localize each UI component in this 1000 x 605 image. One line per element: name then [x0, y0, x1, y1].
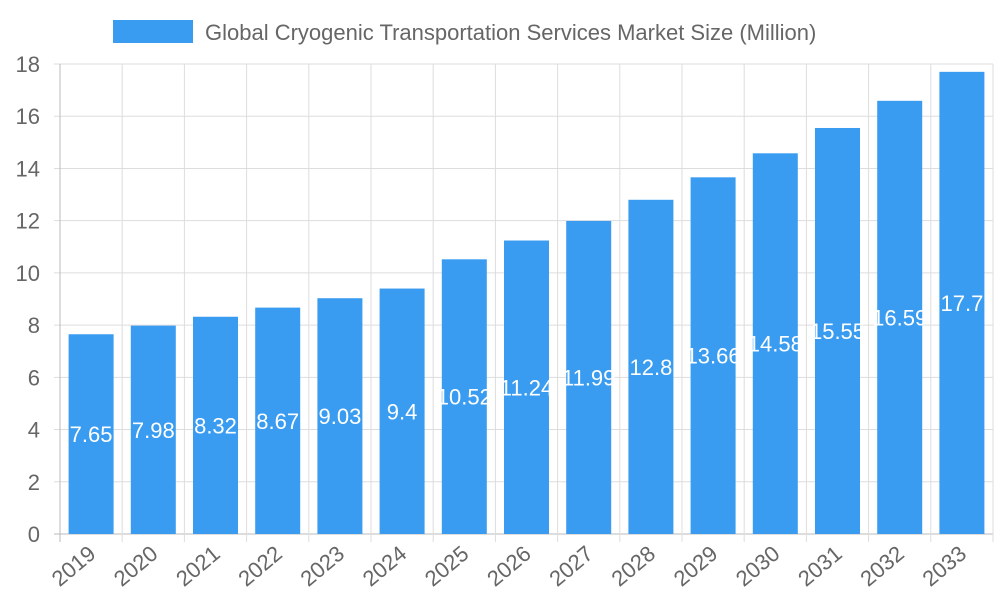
y-tick-label: 6	[28, 365, 40, 390]
bar-2027[interactable]	[566, 220, 612, 534]
data-label: 11.24	[500, 375, 553, 400]
bars	[68, 71, 985, 535]
bar-2021[interactable]	[193, 316, 238, 534]
x-tick-label: 2024	[358, 541, 412, 592]
data-label: 11.99	[562, 365, 615, 390]
y-tick-label: 12	[16, 209, 40, 234]
data-label: 8.32	[194, 413, 237, 438]
y-tick-label: 0	[28, 522, 40, 547]
bar-2029[interactable]	[690, 177, 736, 535]
data-labels: 7.65 7.98 8.32 8.67 9.03 9.4 10.52 11.24 11.99 12…	[70, 291, 984, 447]
y-tick-label: 18	[16, 52, 40, 77]
x-tick-label: 2027	[544, 541, 598, 592]
bar-2026[interactable]	[504, 240, 549, 534]
y-tick-label: 2	[28, 470, 40, 495]
data-label: 15.55	[810, 319, 865, 344]
x-tick-label: 2022	[233, 541, 287, 592]
bar-2025[interactable]	[441, 259, 487, 534]
data-label: 17.7	[940, 291, 983, 316]
bar-2031[interactable]	[815, 127, 860, 534]
x-tick-label: 2023	[296, 541, 350, 592]
data-label: 7.98	[132, 418, 175, 443]
bar-2033[interactable]	[939, 71, 985, 534]
data-label: 9.4	[387, 399, 418, 424]
y-axis: 0 2 4 6 8 10 12 14 16 18	[16, 52, 40, 547]
data-label: 12.8	[629, 355, 672, 380]
data-label: 8.67	[256, 409, 299, 434]
bar-2028[interactable]	[628, 199, 674, 534]
x-axis: 2019 2020 2021 2022 2023 2024 2025 2026 2027 2028…	[47, 541, 971, 592]
x-tick-label: 2021	[171, 541, 225, 592]
x-tick-label: 2032	[855, 541, 909, 592]
y-tick-label: 14	[16, 156, 40, 181]
y-tick-label: 16	[16, 104, 40, 129]
x-tick-label: 2020	[109, 541, 163, 592]
x-tick-label: 2025	[420, 541, 474, 592]
data-label: 10.52	[437, 385, 492, 410]
bar-2019[interactable]	[68, 334, 114, 534]
bar-2030[interactable]	[752, 153, 798, 535]
x-tick-label: 2033	[918, 541, 972, 592]
x-tick-label: 2026	[482, 541, 536, 592]
y-tick-label: 10	[16, 261, 40, 286]
grid	[54, 63, 994, 542]
legend[interactable]: Global Cryogenic Transportation Services…	[113, 20, 816, 45]
x-tick-label: 2029	[669, 541, 723, 592]
bar-2024[interactable]	[379, 288, 425, 534]
y-tick-label: 8	[28, 313, 40, 338]
bar-2032[interactable]	[877, 100, 923, 535]
data-label: 7.65	[70, 422, 113, 447]
data-label: 14.58	[748, 332, 803, 357]
bar-2020[interactable]	[130, 325, 176, 534]
x-tick-label: 2019	[47, 541, 101, 592]
x-tick-label: 2030	[731, 541, 785, 592]
bar-2022[interactable]	[255, 307, 301, 534]
data-label: 13.66	[686, 344, 741, 369]
data-label: 9.03	[318, 404, 361, 429]
data-label: 16.59	[872, 305, 927, 330]
bar-2023[interactable]	[317, 298, 363, 534]
legend-swatch	[113, 20, 193, 43]
y-tick-label: 4	[28, 418, 40, 443]
x-tick-label: 2028	[607, 541, 661, 592]
x-tick-label: 2031	[793, 541, 847, 592]
legend-label: Global Cryogenic Transportation Services…	[205, 20, 816, 45]
